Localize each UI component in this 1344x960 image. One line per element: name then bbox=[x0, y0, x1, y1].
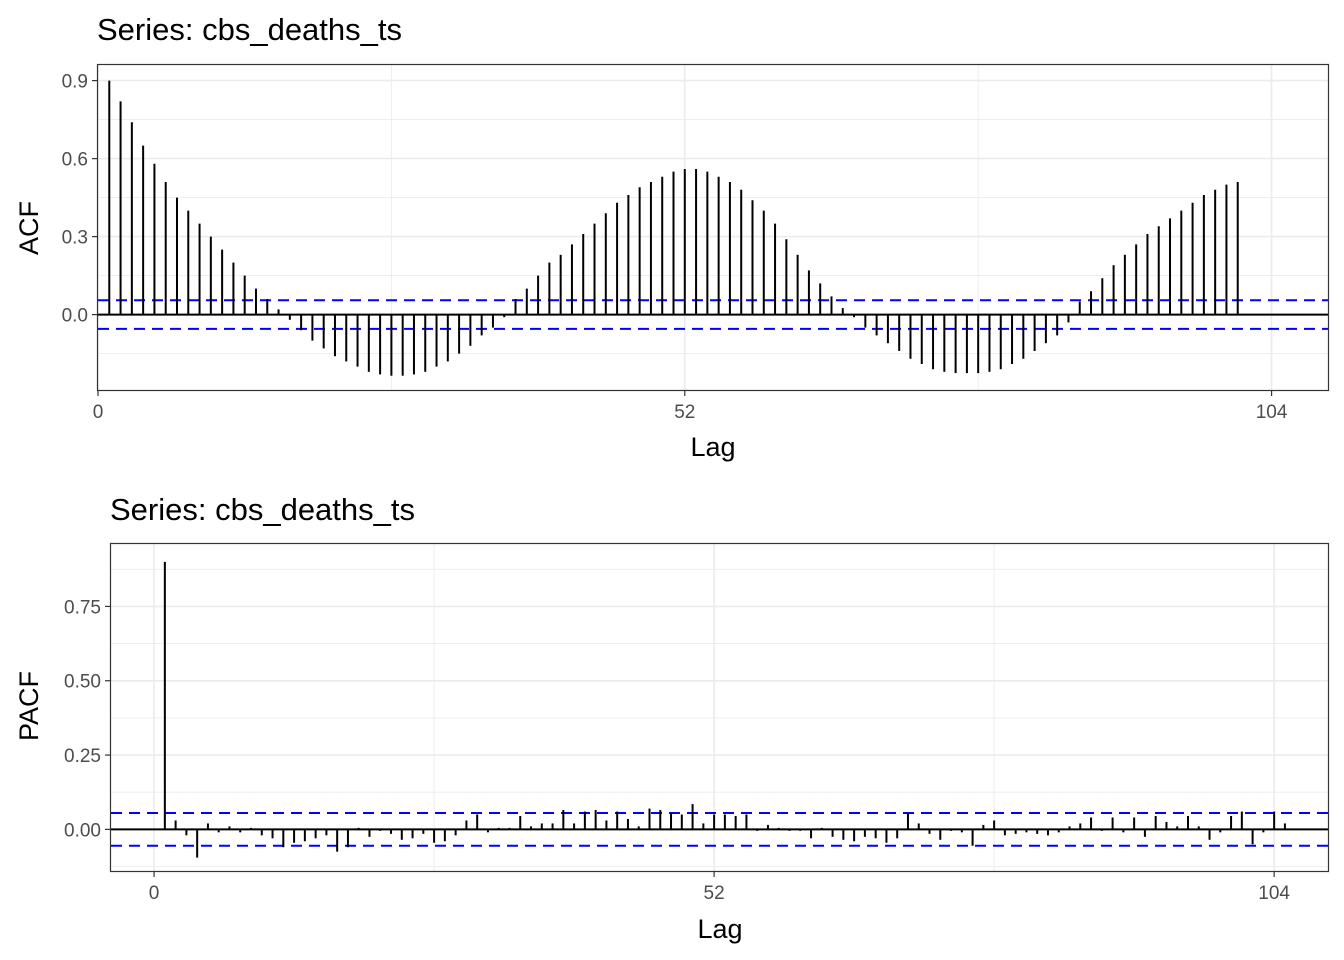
acf-x-label: Lag bbox=[690, 432, 735, 462]
pacf-chart: Series: cbs_deaths_ts 0.00 0.25 0.50 0.75 0… bbox=[14, 492, 1330, 944]
x-tick-label: 104 bbox=[1258, 883, 1290, 904]
acf-chart: Series: cbs_deaths_ts 0.0 0.3 0.6 0.9 0 52 10… bbox=[14, 12, 1330, 462]
acf-panel-border bbox=[96, 63, 1330, 392]
acf-confidence-bands bbox=[98, 299, 1328, 330]
y-tick-label: 0.50 bbox=[64, 672, 101, 693]
pacf-x-axis: 0 52 104 bbox=[149, 871, 1290, 904]
pacf-grid bbox=[111, 544, 1328, 871]
acf-y-axis: 0.0 0.3 0.6 0.9 bbox=[62, 72, 98, 327]
x-tick-label: 0 bbox=[149, 883, 160, 904]
y-tick-label: 0.3 bbox=[62, 228, 88, 249]
pacf-confidence-bands bbox=[111, 812, 1328, 847]
y-tick-label: 0.75 bbox=[64, 597, 101, 618]
pacf-y-label: PACF bbox=[14, 671, 44, 741]
acf-grid bbox=[97, 65, 1328, 390]
x-tick-label: 52 bbox=[674, 402, 695, 423]
pacf-panel-border bbox=[109, 542, 1330, 873]
x-tick-label: 52 bbox=[704, 883, 725, 904]
y-tick-label: 0.0 bbox=[62, 306, 88, 327]
y-tick-label: 0.25 bbox=[64, 746, 101, 767]
x-tick-label: 0 bbox=[93, 402, 104, 423]
pacf-x-label: Lag bbox=[697, 914, 742, 944]
acf-title: Series: cbs_deaths_ts bbox=[97, 12, 402, 47]
y-tick-label: 0.6 bbox=[62, 150, 88, 171]
acf-x-axis: 0 52 104 bbox=[93, 390, 1288, 423]
y-tick-label: 0.00 bbox=[64, 820, 101, 841]
pacf-bars bbox=[111, 561, 1328, 858]
acf-bars bbox=[98, 80, 1328, 376]
x-tick-label: 104 bbox=[1256, 402, 1288, 423]
pacf-title: Series: cbs_deaths_ts bbox=[110, 492, 415, 527]
y-tick-label: 0.9 bbox=[62, 72, 88, 93]
pacf-y-axis: 0.00 0.25 0.50 0.75 bbox=[64, 597, 111, 841]
acf-y-label: ACF bbox=[14, 201, 44, 255]
